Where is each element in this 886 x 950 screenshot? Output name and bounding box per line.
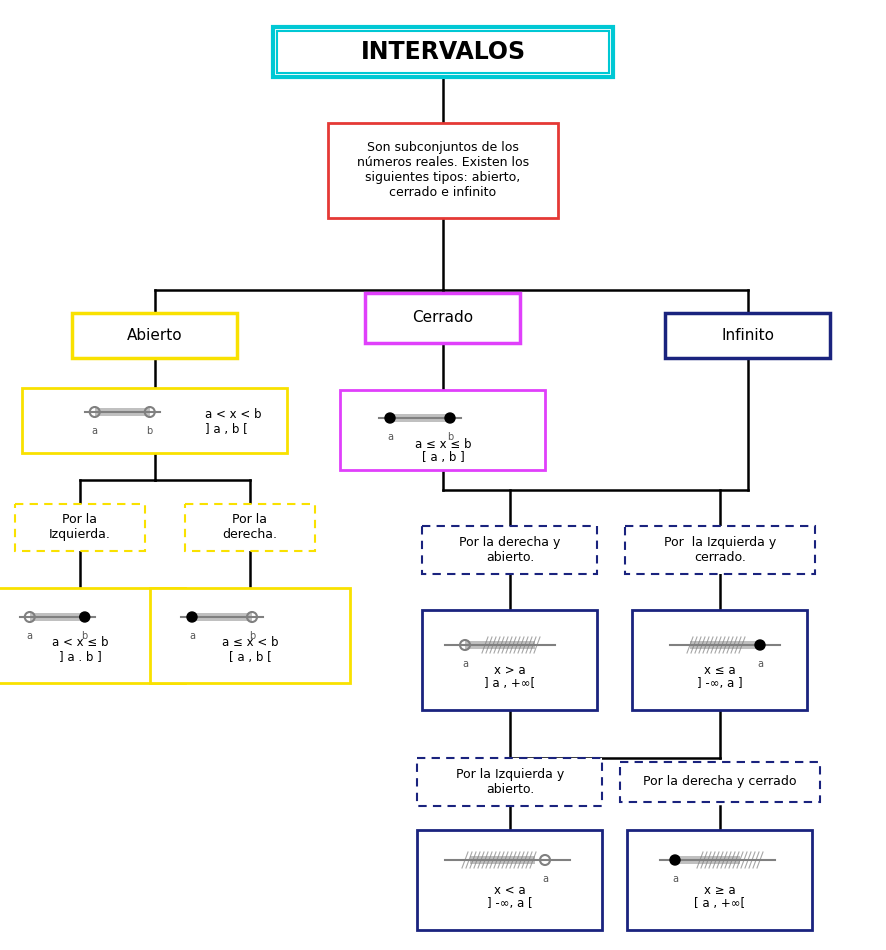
Bar (423, 610, 597, 710)
Bar (0, 587, 185, 682)
Text: a: a (189, 631, 195, 641)
Bar (620, 762, 820, 802)
Bar (15, 504, 145, 550)
Text: Infinito: Infinito (721, 328, 774, 343)
Text: a < x ≤ b: a < x ≤ b (51, 636, 108, 650)
Bar (675, 856, 740, 864)
Text: b: b (249, 631, 255, 641)
Text: Por la
Izquierda.: Por la Izquierda. (49, 513, 111, 541)
Text: a: a (92, 426, 97, 436)
Text: a ≤ x < b: a ≤ x < b (222, 636, 278, 650)
Bar (277, 31, 609, 73)
Text: Por la derecha y cerrado: Por la derecha y cerrado (643, 775, 797, 788)
Bar (366, 293, 520, 343)
Bar (30, 613, 85, 621)
Circle shape (670, 855, 680, 865)
Text: Por la Izquierda y
abierto.: Por la Izquierda y abierto. (456, 768, 564, 796)
Bar (390, 414, 450, 422)
Text: ] -∞, a [: ] -∞, a [ (487, 898, 532, 910)
Bar (73, 313, 237, 357)
Bar (417, 758, 602, 806)
Bar (95, 408, 150, 416)
Text: x > a: x > a (494, 663, 525, 676)
Text: a: a (757, 659, 763, 669)
Bar (627, 830, 812, 930)
Text: x < a: x < a (494, 884, 525, 897)
Text: x ≥ a: x ≥ a (704, 884, 735, 897)
Text: a < x < b: a < x < b (205, 408, 261, 421)
Circle shape (187, 612, 197, 622)
Text: x ≤ a: x ≤ a (704, 663, 735, 676)
Bar (665, 313, 830, 357)
Bar (633, 610, 807, 710)
Circle shape (755, 640, 765, 650)
Bar (690, 641, 760, 649)
Text: a: a (462, 659, 468, 669)
Bar (150, 587, 350, 682)
Text: ] a , +∞[: ] a , +∞[ (485, 677, 535, 691)
Text: Por la
derecha.: Por la derecha. (222, 513, 277, 541)
Circle shape (445, 413, 455, 423)
Circle shape (80, 612, 89, 622)
Bar (340, 390, 546, 470)
Text: Cerrado: Cerrado (413, 311, 473, 326)
Text: ] -∞, a ]: ] -∞, a ] (697, 677, 742, 691)
Text: INTERVALOS: INTERVALOS (361, 40, 525, 64)
Text: ] a . b ]: ] a . b ] (58, 651, 101, 663)
Text: ] a , b [: ] a , b [ (205, 424, 248, 436)
Text: a: a (542, 874, 548, 884)
Text: Por  la Izquierda y
cerrado.: Por la Izquierda y cerrado. (664, 536, 776, 564)
Text: b: b (447, 432, 453, 442)
Bar (192, 613, 252, 621)
Bar (470, 856, 535, 864)
Bar (423, 526, 597, 574)
Bar (417, 830, 602, 930)
Text: a ≤ x ≤ b: a ≤ x ≤ b (415, 439, 471, 451)
Text: a: a (27, 631, 33, 641)
Text: Abierto: Abierto (128, 328, 183, 343)
Text: [ a , b ]: [ a , b ] (422, 451, 464, 465)
Bar (328, 123, 558, 218)
Bar (625, 526, 815, 574)
Text: [ a , b [: [ a , b [ (229, 651, 271, 663)
Text: b: b (146, 426, 153, 436)
Text: b: b (82, 631, 88, 641)
Text: [ a , +∞[: [ a , +∞[ (695, 898, 745, 910)
Circle shape (385, 413, 395, 423)
Text: Son subconjuntos de los
números reales. Existen los
siguientes tipos: abierto,
c: Son subconjuntos de los números reales. … (357, 141, 529, 199)
Bar (22, 388, 287, 452)
Text: a: a (672, 874, 678, 884)
Bar (465, 641, 535, 649)
Bar (273, 27, 613, 77)
Bar (185, 504, 315, 550)
Text: a: a (387, 432, 393, 442)
Text: Por la derecha y
abierto.: Por la derecha y abierto. (459, 536, 561, 564)
